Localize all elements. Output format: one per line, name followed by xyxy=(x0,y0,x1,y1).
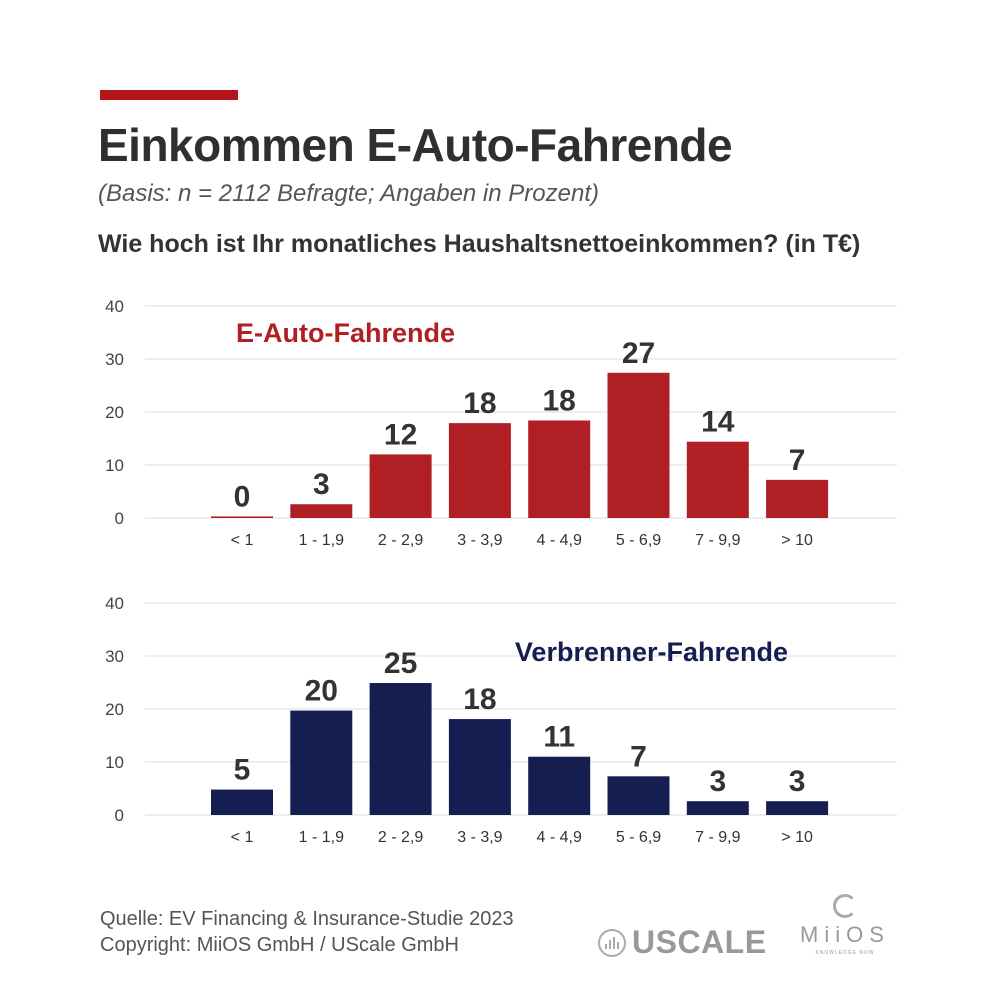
y-tick-label: 30 xyxy=(105,350,124,369)
uscale-wordmark: USCALE xyxy=(632,924,767,960)
bar xyxy=(766,801,829,815)
footer: Quelle: EV Financing & Insurance-Studie … xyxy=(100,906,514,958)
data-label: 11 xyxy=(543,721,575,754)
bar xyxy=(369,683,432,815)
miios-wordmark: MiiOS xyxy=(800,922,890,947)
series-label: Verbrenner-Fahrende xyxy=(515,637,788,667)
bar xyxy=(686,801,749,815)
uscale-bars-icon xyxy=(598,928,626,957)
data-label: 3 xyxy=(709,765,726,798)
data-label: 27 xyxy=(622,337,655,370)
x-tick-label: 4 - 4,9 xyxy=(537,829,582,846)
data-label: 20 xyxy=(305,675,338,708)
bar xyxy=(528,420,591,518)
data-label: 12 xyxy=(384,418,417,451)
miios-tagline: KNOWLEDGE NOW xyxy=(815,950,875,956)
bar xyxy=(211,789,273,815)
page-title: Einkommen E-Auto-Fahrende xyxy=(98,119,733,171)
accent-bar xyxy=(100,90,238,100)
survey-question: Wie hoch ist Ihr monatliches Haushaltsne… xyxy=(98,230,861,258)
x-tick-label: 5 - 6,9 xyxy=(616,532,661,549)
bar xyxy=(607,372,670,518)
bar xyxy=(448,719,511,815)
series-label: E-Auto-Fahrende xyxy=(236,318,455,348)
bar xyxy=(448,423,511,518)
x-tick-label: 1 - 1,9 xyxy=(299,532,344,549)
y-tick-label: 40 xyxy=(105,594,124,613)
x-tick-label: 7 - 9,9 xyxy=(695,829,740,846)
miios-swirl-icon xyxy=(833,894,857,918)
x-tick-label: 5 - 6,9 xyxy=(616,829,661,846)
x-tick-label: > 10 xyxy=(781,829,813,846)
y-tick-label: 10 xyxy=(105,753,124,772)
data-label: 18 xyxy=(543,384,576,417)
data-label: 18 xyxy=(463,683,496,716)
y-tick-label: 0 xyxy=(115,806,124,825)
y-tick-label: 40 xyxy=(105,297,124,316)
x-tick-label: 7 - 9,9 xyxy=(695,532,740,549)
x-tick-label: < 1 xyxy=(231,829,254,846)
bar xyxy=(686,441,749,518)
y-tick-label: 20 xyxy=(105,403,124,422)
data-label: 3 xyxy=(313,468,330,501)
data-label: 18 xyxy=(463,387,496,420)
data-label: 0 xyxy=(234,480,251,513)
x-tick-label: 1 - 1,9 xyxy=(299,829,344,846)
source-note: Quelle: EV Financing & Insurance-Studie … xyxy=(100,908,514,930)
data-label: 14 xyxy=(701,406,735,439)
bar xyxy=(528,756,591,815)
bar xyxy=(211,516,273,518)
copyright-note: Copyright: MiiOS GmbH / UScale GmbH xyxy=(100,934,459,956)
x-tick-label: > 10 xyxy=(781,532,813,549)
data-label: 25 xyxy=(384,647,417,680)
bar xyxy=(290,504,353,518)
combustion-drivers-chart: 0 10 20 30 40 5 < 1 20 1 - 1,9 25 2 - 2,9 18 3 - 3,9… xyxy=(105,594,897,846)
x-tick-label: 2 - 2,9 xyxy=(378,532,423,549)
y-tick-label: 20 xyxy=(105,700,124,719)
data-label: 7 xyxy=(789,444,806,477)
data-label: 3 xyxy=(789,765,806,798)
data-label: 7 xyxy=(630,740,647,773)
ev-drivers-chart: 0 10 20 30 40 0 < 1 3 1 - 1,9 12 2 - 2,9 18 3 - 3,9 1… xyxy=(105,297,897,549)
x-tick-label: 2 - 2,9 xyxy=(378,829,423,846)
x-tick-label: < 1 xyxy=(231,532,254,549)
bar xyxy=(369,454,432,518)
x-tick-label: 4 - 4,9 xyxy=(537,532,582,549)
y-tick-label: 30 xyxy=(105,647,124,666)
bar xyxy=(766,479,829,518)
uscale-logo: USCALE xyxy=(598,924,767,961)
miios-logo: MiiOS KNOWLEDGE NOW xyxy=(792,894,898,956)
bar xyxy=(290,710,353,815)
x-tick-label: 3 - 3,9 xyxy=(457,829,502,846)
bar xyxy=(607,776,670,815)
page-subtitle: (Basis: n = 2112 Befragte; Angaben in Pr… xyxy=(98,180,599,207)
x-tick-label: 3 - 3,9 xyxy=(457,532,502,549)
y-tick-label: 10 xyxy=(105,456,124,475)
y-tick-label: 0 xyxy=(115,509,124,528)
data-label: 5 xyxy=(234,754,251,787)
